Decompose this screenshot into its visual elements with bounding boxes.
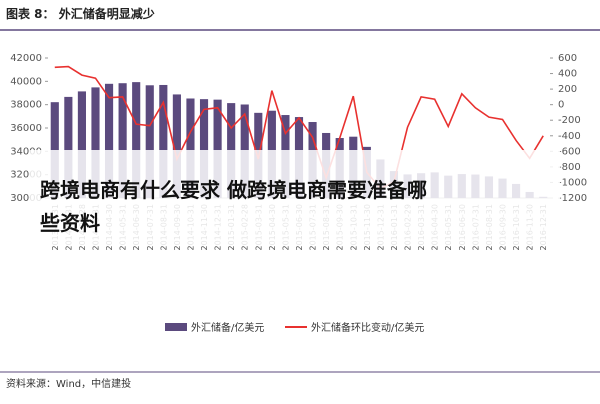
bar (172, 94, 181, 198)
bar (213, 99, 222, 198)
overlay-band (30, 150, 560, 245)
source: 资料来源：Wind，中信建投 (6, 377, 131, 390)
y2-tick-label: 0 (558, 100, 564, 111)
y2-tick-label: -200 (558, 115, 581, 126)
y-tick-label: 34000 (10, 146, 42, 157)
y-tick-label: 38000 (10, 100, 42, 111)
legend-label: 外汇储备环比变动/亿美元 (311, 321, 424, 334)
bar (64, 96, 73, 198)
y2-tick-label: -600 (558, 146, 581, 157)
y2-tick-label: 400 (558, 69, 577, 80)
y2-tick-label: -1200 (558, 193, 587, 204)
y2-tick-label: -800 (558, 162, 581, 173)
legend-swatch (165, 323, 187, 331)
y2-tick-label: -1000 (558, 177, 587, 188)
bar (199, 99, 209, 198)
bar (77, 91, 86, 198)
y-tick-label: 40000 (10, 76, 42, 87)
bar (91, 87, 100, 198)
bar (186, 98, 195, 198)
bar (104, 83, 114, 198)
chart-title: 图表 8： 外汇储备明显减少 (6, 6, 155, 21)
legend-label: 外汇储备/亿美元 (191, 321, 264, 334)
bar (159, 84, 168, 198)
y-tick-label: 32000 (10, 170, 42, 181)
y-tick-label: 42000 (10, 53, 42, 64)
overlay-text: 跨境电商有什么要求 做跨境电商需要准备哪 (40, 178, 427, 202)
y2-tick-label: 200 (558, 84, 577, 95)
overlay-text: 些资料 (40, 211, 100, 235)
bar (118, 83, 127, 198)
y2-tick-label: 600 (558, 53, 577, 64)
y2-tick-label: -400 (558, 131, 581, 142)
y-tick-label: 30000 (10, 193, 42, 204)
line (54, 65, 544, 190)
y-tick-label: 36000 (10, 123, 42, 134)
bar (145, 85, 154, 198)
bar (132, 82, 141, 198)
